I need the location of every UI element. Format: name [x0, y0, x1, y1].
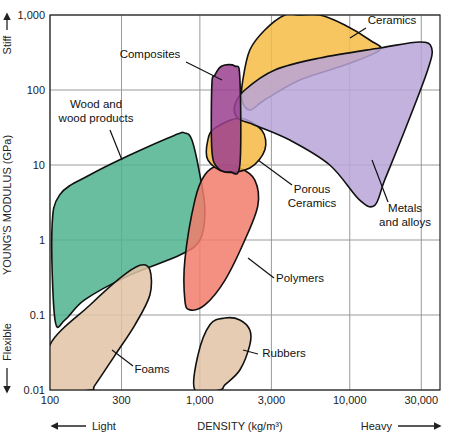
region-label: Ceramics — [368, 14, 417, 26]
annotation: Stiff — [1, 35, 13, 55]
y-tick-label: 0.1 — [30, 309, 45, 321]
chart: 1003001,0003,00010,00030,0000.010.111010… — [0, 0, 454, 439]
x-tick-label: 1,000 — [186, 394, 214, 406]
tick-labels: 1003001,0003,00010,00030,0000.010.111010… — [17, 9, 438, 406]
x-tick-label: 300 — [112, 394, 130, 406]
region-label: Foams — [134, 363, 169, 375]
region-label: Rubbers — [262, 347, 306, 359]
leader-line — [258, 160, 292, 185]
x-tick-label: 3,000 — [258, 394, 286, 406]
leader-line — [243, 350, 258, 354]
region-label: Wood and wood products — [58, 98, 134, 124]
annotation-arrow — [6, 368, 7, 392]
x-tick-label: 10,000 — [333, 394, 367, 406]
leader-line — [110, 130, 122, 160]
x-tick-label: 30,000 — [404, 394, 438, 406]
region-label: Porous Ceramics — [288, 183, 337, 209]
x-axis-title: DENSITY (kg/m³) — [197, 420, 282, 432]
y-tick-label: 10 — [33, 159, 45, 171]
annotation: Heavy — [361, 420, 393, 432]
y-tick-label: 1 — [39, 234, 45, 246]
leader-line — [112, 350, 133, 366]
leader-line — [372, 160, 388, 202]
y-tick-label: 0.01 — [24, 384, 45, 396]
annotation-arrow — [398, 425, 440, 426]
label-line: Metals — [388, 202, 422, 214]
material-region — [193, 318, 251, 390]
y-axis-title: YOUNG'S MODULUS (GPa) — [1, 135, 13, 275]
label-line: Ceramics — [288, 197, 337, 209]
region-label: Metals and alloys — [379, 202, 431, 228]
region-label: Composites — [120, 48, 181, 60]
y-tick-label: 1,000 — [17, 9, 45, 21]
plot-frame — [50, 15, 440, 390]
leader-line — [186, 62, 222, 80]
material-region — [184, 165, 259, 311]
region-labels: Wood and wood products Foams Rubbers Polymer… — [58, 14, 432, 375]
region-label: Polymers — [276, 272, 324, 284]
annotation-arrow — [52, 425, 86, 426]
label-line: Porous — [294, 183, 331, 195]
annotation-arrow — [6, 14, 7, 30]
material-region — [234, 42, 432, 207]
label-line: wood products — [58, 112, 134, 124]
label-line: and alloys — [379, 216, 431, 228]
annotation: Light — [92, 420, 116, 432]
leader-line — [350, 28, 366, 38]
annotation: Flexible — [1, 323, 13, 361]
regions — [50, 15, 432, 390]
y-tick-label: 100 — [27, 84, 45, 96]
label-line: Wood and — [70, 98, 122, 110]
leader-line — [248, 258, 274, 278]
material-region — [211, 65, 241, 174]
